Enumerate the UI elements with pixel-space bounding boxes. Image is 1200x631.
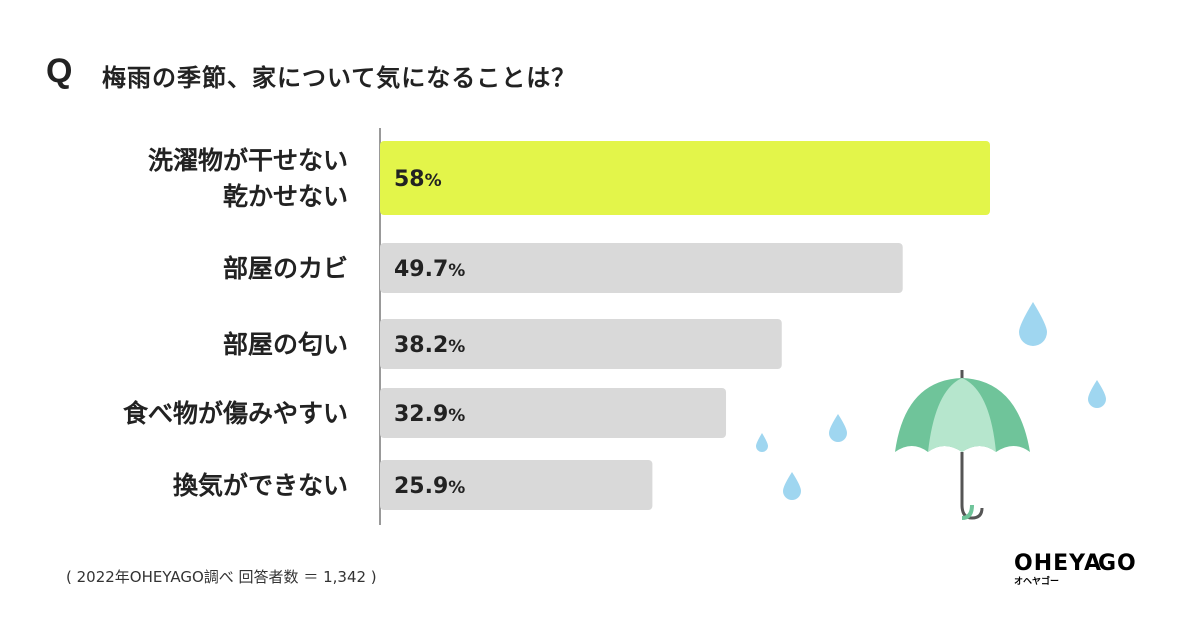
question-mark: Q	[46, 52, 73, 90]
value-label-1: 49.7%	[394, 257, 465, 282]
raindrop-icon	[1019, 302, 1047, 346]
category-label-4-0: 換気ができない	[173, 471, 348, 500]
bar-4	[380, 460, 653, 510]
category-label-0-0: 洗濯物が干せない	[148, 146, 348, 175]
category-label-0-1: 乾かせない	[223, 182, 348, 211]
footnote: ( 2022年OHEYAGO調べ 回答者数 ＝ 1,342 )	[66, 568, 377, 586]
logo-subtext: オヘヤゴー	[1014, 575, 1059, 587]
bar-2	[380, 319, 782, 369]
logo-text-right: GO	[1098, 551, 1137, 576]
chart-title: 梅雨の季節、家について気になることは？	[102, 64, 577, 92]
value-label-0: 58%	[394, 167, 442, 192]
value-label-2: 38.2%	[394, 333, 465, 358]
umbrella-illustration	[895, 370, 1030, 520]
bar-1	[380, 243, 903, 293]
raindrop-icon	[783, 472, 801, 500]
raindrop-icon	[829, 414, 847, 442]
category-label-2-0: 部屋の匂い	[223, 330, 348, 359]
category-label-1-0: 部屋のカビ	[223, 254, 348, 283]
umbrella-shaft	[960, 452, 984, 520]
umbrella-handle	[961, 504, 974, 520]
bar-3	[380, 388, 727, 438]
raindrop-icon	[1088, 380, 1106, 408]
oheyago-logo: OHEYA GO オヘヤゴー	[1014, 551, 1137, 587]
umbrella-canopy-highlight	[928, 378, 996, 452]
category-label-3-0: 食べ物が傷みやすい	[123, 399, 348, 428]
logo-text-left: OHEYA	[1014, 551, 1102, 576]
raindrops	[756, 302, 1106, 500]
value-label-3: 32.9%	[394, 402, 465, 427]
value-label-4: 25.9%	[394, 474, 465, 499]
bar-0	[380, 141, 990, 215]
raindrop-icon	[756, 433, 768, 452]
